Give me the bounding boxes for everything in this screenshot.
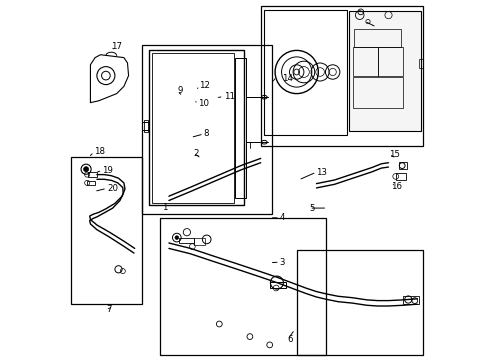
Bar <box>151 53 233 203</box>
Text: 6: 6 <box>287 335 293 344</box>
Text: 2: 2 <box>193 149 199 158</box>
Bar <box>296 250 422 355</box>
Bar <box>352 47 377 76</box>
Text: 16: 16 <box>390 182 401 191</box>
Text: 14: 14 <box>282 74 293 83</box>
Text: 8: 8 <box>203 129 209 138</box>
Bar <box>395 173 405 180</box>
Text: 15: 15 <box>388 150 399 158</box>
Text: 11: 11 <box>223 92 234 101</box>
Text: 13: 13 <box>316 167 327 176</box>
Bar <box>377 47 402 76</box>
Bar <box>260 6 422 146</box>
Text: 5: 5 <box>309 204 314 212</box>
Text: 9: 9 <box>177 86 182 95</box>
Text: 7: 7 <box>106 305 111 314</box>
Bar <box>149 50 244 205</box>
Text: 20: 20 <box>107 184 118 193</box>
Bar <box>87 181 95 185</box>
Bar <box>235 58 246 198</box>
Bar <box>264 10 346 135</box>
Bar <box>71 157 142 304</box>
Bar <box>160 218 325 355</box>
Bar <box>194 238 204 245</box>
Text: 3: 3 <box>279 258 285 266</box>
Text: 10: 10 <box>198 99 209 108</box>
Bar <box>352 77 402 108</box>
Circle shape <box>175 236 178 239</box>
Circle shape <box>83 167 88 172</box>
Bar <box>348 11 420 131</box>
Text: 12: 12 <box>199 81 210 90</box>
Text: 17: 17 <box>111 41 122 50</box>
Text: 19: 19 <box>102 166 113 175</box>
Bar <box>354 29 400 47</box>
Bar <box>142 45 271 214</box>
Bar <box>88 172 97 177</box>
Text: 4: 4 <box>279 213 285 222</box>
Bar <box>269 282 285 288</box>
Bar <box>402 296 418 304</box>
Text: 18: 18 <box>94 148 105 156</box>
Bar <box>179 238 194 243</box>
Text: 1: 1 <box>162 202 167 211</box>
Bar <box>418 59 422 68</box>
Bar <box>143 120 148 132</box>
Bar <box>399 162 407 169</box>
